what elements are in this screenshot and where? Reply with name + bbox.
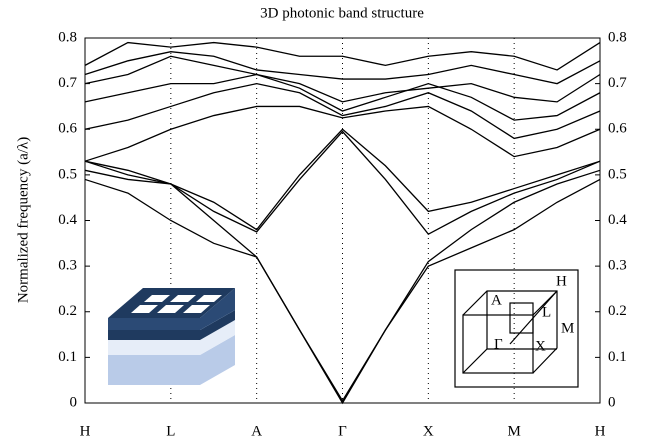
y2-tick-label: 0.6 <box>608 121 627 137</box>
bz-label: M <box>561 320 574 336</box>
y-tick-label: 0 <box>70 394 78 410</box>
x-tick-label: L <box>166 423 175 439</box>
y-tick-label: 0.7 <box>58 75 77 91</box>
x-tick-label: Γ <box>338 423 347 439</box>
y-tick-label: 0.2 <box>58 303 77 319</box>
x-tick-label: H <box>595 423 606 439</box>
y2-tick-label: 0.7 <box>608 75 627 91</box>
y2-tick-label: 0.3 <box>608 258 627 274</box>
x-tick-label: H <box>80 423 91 439</box>
bz-label: H <box>556 273 567 289</box>
y2-tick-label: 0.5 <box>608 166 627 182</box>
brillouin-zone-inset: H A L M Γ X <box>455 270 578 387</box>
chart: 3D photonic band structure Normalized fr… <box>0 0 651 443</box>
y2-tick-label: 0.1 <box>608 349 627 365</box>
chart-title: 3D photonic band structure <box>260 5 424 21</box>
bz-label: L <box>542 304 551 320</box>
y-axis-label: Normalized frequency (a/λ) <box>15 137 31 303</box>
slab-inset <box>108 288 235 385</box>
x-tick-label: M <box>507 423 520 439</box>
bz-label: X <box>535 338 546 354</box>
x-tick-label: X <box>423 423 434 439</box>
y2-tick-label: 0.2 <box>608 303 627 319</box>
y-tick-label: 0.8 <box>58 29 77 45</box>
bz-label: Γ <box>494 336 503 352</box>
y2-tick-label: 0.4 <box>608 212 627 228</box>
y2-tick-label: 0 <box>608 394 616 410</box>
band-line <box>85 43 600 70</box>
y2-tick-label: 0.8 <box>608 29 627 45</box>
y-tick-label: 0.1 <box>58 349 77 365</box>
bz-label: A <box>491 292 502 308</box>
y-tick-label: 0.6 <box>58 121 77 137</box>
y-tick-label: 0.5 <box>58 166 77 182</box>
x-tick-label: A <box>251 423 262 439</box>
y-tick-label: 0.4 <box>58 212 77 228</box>
y-tick-label: 0.3 <box>58 258 77 274</box>
